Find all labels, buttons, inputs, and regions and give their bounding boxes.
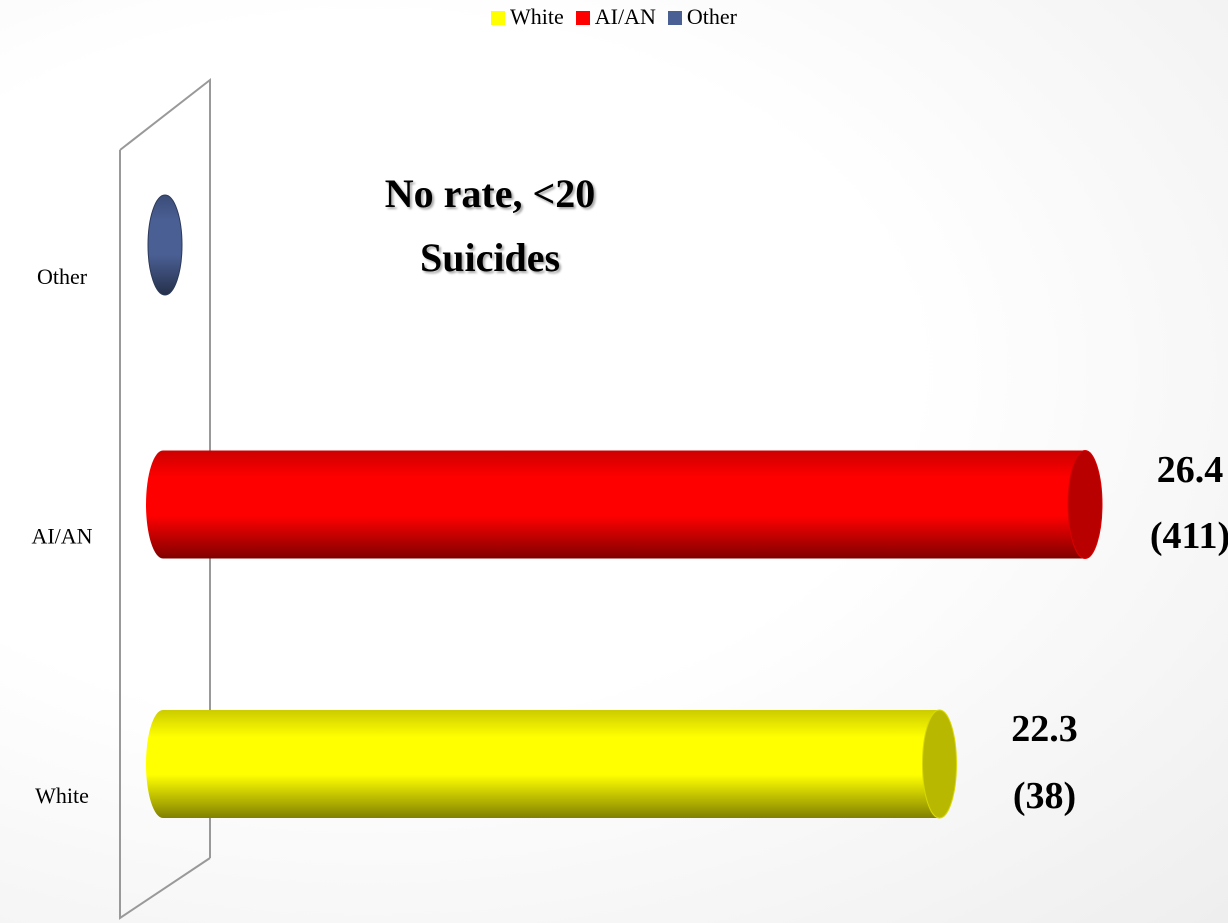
front-wall <box>119 150 211 920</box>
legend-item: Other <box>667 4 737 29</box>
legend-item: White <box>491 4 564 29</box>
data-label: 26.4 (411) <box>1149 448 1228 558</box>
data-label: 22.3 (38) <box>1011 708 1078 817</box>
legend-swatch <box>491 11 506 25</box>
y-tick-label: Other <box>37 264 88 289</box>
legend-label: AI/AN <box>594 4 656 29</box>
legend: White AI/AN Other <box>0 4 1228 30</box>
bar-end-cap <box>921 709 957 819</box>
bar-cap <box>147 194 183 296</box>
annotation: No rate, <20 Suicides <box>384 171 596 280</box>
legend-label: White <box>510 4 564 29</box>
legend-swatch <box>575 11 590 25</box>
legend-item: AI/AN <box>575 4 656 29</box>
y-tick-label: AI/AN <box>31 524 92 549</box>
back-wall <box>119 77 211 858</box>
y-tick-label: White <box>35 783 89 808</box>
bar-end-cap <box>1067 450 1103 559</box>
legend-label: Other <box>686 4 737 29</box>
bar <box>163 450 1085 559</box>
legend-swatch <box>667 11 682 25</box>
bar <box>163 710 940 818</box>
